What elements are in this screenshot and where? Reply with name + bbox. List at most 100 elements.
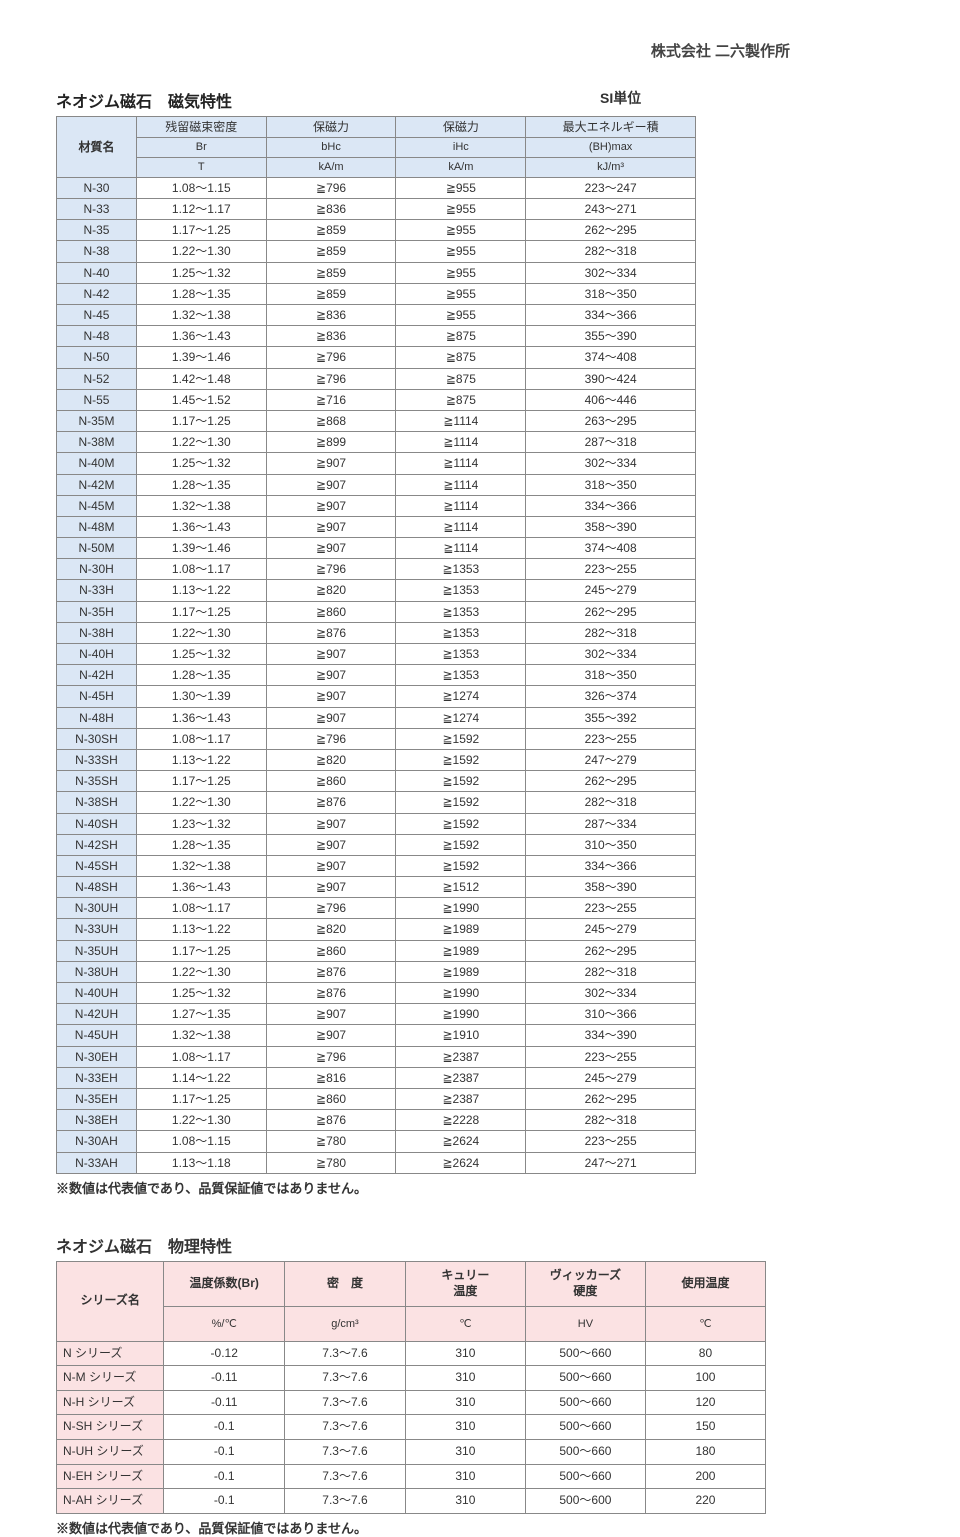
cell-br: 1.13～1.22: [136, 749, 266, 770]
cell-bhc: ≧796: [266, 347, 396, 368]
cell-name: N-38SH: [57, 792, 137, 813]
cell-name: N-45: [57, 305, 137, 326]
col-usetemp-unit: ℃: [645, 1306, 765, 1341]
cell-ihc: ≧1274: [396, 686, 526, 707]
si-unit-label: SI単位: [600, 88, 641, 108]
cell-bhmax: 223～255: [526, 728, 696, 749]
cell-bhmax: 243～271: [526, 199, 696, 220]
cell-bhmax: 245～279: [526, 580, 696, 601]
cell-vickers: 500～660: [525, 1415, 645, 1440]
cell-name: N-40UH: [57, 983, 137, 1004]
cell-br: 1.25～1.32: [136, 453, 266, 474]
cell-ihc: ≧1353: [396, 601, 526, 622]
cell-name: N-35M: [57, 410, 137, 431]
section1-footnote: ※数値は代表値であり、品質保証値ではありません。: [56, 1178, 912, 1197]
table-row: N-551.45～1.52≧716≧875406～446: [57, 389, 696, 410]
cell-ihc: ≧1990: [396, 898, 526, 919]
cell-ihc: ≧875: [396, 326, 526, 347]
cell-name: N-38H: [57, 622, 137, 643]
magnetic-properties-table: 材質名 残留磁束密度 保磁力 保磁力 最大エネルギー積 Br bHc iHc (…: [56, 116, 696, 1174]
cell-curie: 310: [405, 1489, 525, 1514]
cell-bhmax: 358～390: [526, 877, 696, 898]
cell-bhc: ≧876: [266, 622, 396, 643]
cell-name: N-33EH: [57, 1067, 137, 1088]
table-row: N-45SH1.32～1.38≧907≧1592334～366: [57, 855, 696, 876]
table-row: N-40UH1.25～1.32≧876≧1990302～334: [57, 983, 696, 1004]
cell-bhc: ≧907: [266, 516, 396, 537]
cell-bhmax: 223～247: [526, 177, 696, 198]
col-bhc-unit: kA/m: [266, 158, 396, 178]
cell-name: N-42M: [57, 474, 137, 495]
cell-br: 1.08～1.15: [136, 177, 266, 198]
cell-ihc: ≧1353: [396, 622, 526, 643]
table-row: N シリーズ-0.127.3～7.6310500～66080: [57, 1341, 766, 1366]
cell-br: 1.36～1.43: [136, 707, 266, 728]
col-curie: キュリー温度: [405, 1261, 525, 1306]
cell-name: N-45UH: [57, 1025, 137, 1046]
cell-ihc: ≧2228: [396, 1110, 526, 1131]
cell-bhmax: 406～446: [526, 389, 696, 410]
cell-ihc: ≧1114: [396, 516, 526, 537]
table-row: N-45M1.32～1.38≧907≧1114334～366: [57, 495, 696, 516]
cell-br: 1.36～1.43: [136, 516, 266, 537]
cell-name: N-38M: [57, 432, 137, 453]
cell-series: N-M シリーズ: [57, 1366, 164, 1391]
cell-bhmax: 355～392: [526, 707, 696, 728]
cell-name: N-38UH: [57, 961, 137, 982]
cell-tempco: -0.11: [164, 1390, 285, 1415]
cell-br: 1.36～1.43: [136, 326, 266, 347]
table-row: N-35UH1.17～1.25≧860≧1989262～295: [57, 940, 696, 961]
cell-ihc: ≧1592: [396, 834, 526, 855]
section1-title: ネオジム磁石 磁気特性: [56, 88, 912, 112]
cell-bhmax: 318～350: [526, 283, 696, 304]
cell-bhc: ≧907: [266, 877, 396, 898]
cell-name: N-30AH: [57, 1131, 137, 1152]
cell-bhc: ≧860: [266, 771, 396, 792]
cell-bhc: ≧876: [266, 961, 396, 982]
cell-name: N-33: [57, 199, 137, 220]
cell-bhc: ≧780: [266, 1131, 396, 1152]
cell-name: N-40H: [57, 644, 137, 665]
cell-ihc: ≧1990: [396, 1004, 526, 1025]
table-row: N-48H1.36～1.43≧907≧1274355～392: [57, 707, 696, 728]
table-row: N-30H1.08～1.17≧796≧1353223～255: [57, 559, 696, 580]
cell-br: 1.12～1.17: [136, 199, 266, 220]
cell-br: 1.39～1.46: [136, 347, 266, 368]
company-name: 株式会社 二六製作所: [651, 40, 790, 61]
col-bhc-title: 保磁力: [266, 117, 396, 138]
table-row: N-33H1.13～1.22≧820≧1353245～279: [57, 580, 696, 601]
cell-ihc: ≧1512: [396, 877, 526, 898]
cell-ihc: ≧955: [396, 220, 526, 241]
cell-bhc: ≧907: [266, 813, 396, 834]
col-curie-unit: ℃: [405, 1306, 525, 1341]
cell-name: N-45H: [57, 686, 137, 707]
table-row: N-331.12～1.17≧836≧955243～271: [57, 199, 696, 220]
table-row: N-48SH1.36～1.43≧907≧1512358～390: [57, 877, 696, 898]
table-row: N-48M1.36～1.43≧907≧1114358～390: [57, 516, 696, 537]
cell-ihc: ≧2624: [396, 1131, 526, 1152]
cell-br: 1.42～1.48: [136, 368, 266, 389]
cell-bhc: ≧859: [266, 220, 396, 241]
cell-br: 1.17～1.25: [136, 601, 266, 622]
cell-usetemp: 150: [645, 1415, 765, 1440]
cell-bhc: ≧868: [266, 410, 396, 431]
cell-bhmax: 247～271: [526, 1152, 696, 1173]
section2-title: ネオジム磁石 物理特性: [56, 1233, 912, 1257]
cell-bhmax: 223～255: [526, 559, 696, 580]
cell-bhmax: 287～334: [526, 813, 696, 834]
cell-bhmax: 310～350: [526, 834, 696, 855]
cell-name: N-42H: [57, 665, 137, 686]
cell-bhc: ≧907: [266, 1004, 396, 1025]
cell-name: N-33H: [57, 580, 137, 601]
cell-bhmax: 262～295: [526, 220, 696, 241]
col-density-unit: g/cm³: [285, 1306, 406, 1341]
cell-bhmax: 262～295: [526, 601, 696, 622]
cell-bhc: ≧859: [266, 241, 396, 262]
cell-bhc: ≧907: [266, 474, 396, 495]
table-row: N-EH シリーズ-0.17.3～7.6310500～660200: [57, 1464, 766, 1489]
cell-ihc: ≧1114: [396, 495, 526, 516]
cell-curie: 310: [405, 1390, 525, 1415]
cell-br: 1.13～1.18: [136, 1152, 266, 1173]
cell-ihc: ≧875: [396, 389, 526, 410]
cell-name: N-35SH: [57, 771, 137, 792]
